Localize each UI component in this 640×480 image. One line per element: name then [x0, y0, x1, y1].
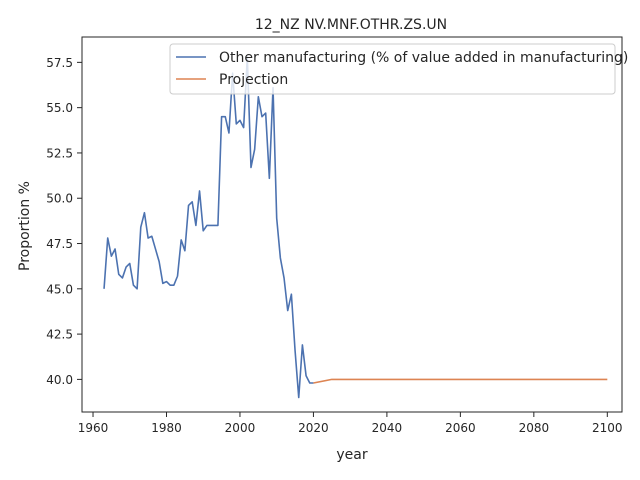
- x-tick-label: 2020: [298, 421, 329, 435]
- y-tick-label: 40.0: [46, 373, 73, 387]
- y-tick-label: 42.5: [46, 328, 73, 342]
- y-tick-label: 47.5: [46, 237, 73, 251]
- x-tick-label: 2000: [225, 421, 256, 435]
- legend-box: [169, 43, 616, 95]
- legend: Other manufacturing (% of value added in…: [169, 43, 628, 95]
- x-tick-label: 1960: [78, 421, 109, 435]
- series-line-projection: [313, 378, 608, 384]
- legend-label-other-manufacturing: Other manufacturing (% of value added in…: [219, 50, 628, 66]
- x-tick-label: 2040: [372, 421, 403, 435]
- x-tick-label: 2100: [592, 421, 623, 435]
- x-tick-label: 2080: [519, 421, 550, 435]
- chart-title: 12_NZ NV.MNF.OTHR.ZS.UN: [255, 17, 447, 33]
- y-tick-label: 45.0: [46, 282, 73, 296]
- y-tick-label: 57.5: [46, 56, 73, 70]
- y-tick-label: 52.5: [46, 146, 73, 160]
- y-axis-label: Proportion %: [17, 181, 33, 271]
- legend-label-projection: Projection: [219, 72, 288, 88]
- x-axis-ticks: 1960 1980 2000 2020 2040 2060 2080 2100: [78, 412, 623, 435]
- y-tick-label: 50.0: [46, 192, 73, 206]
- y-tick-label: 55.0: [46, 101, 73, 115]
- x-tick-label: 1980: [151, 421, 182, 435]
- plot-lines: [103, 56, 608, 399]
- x-tick-label: 2060: [445, 421, 476, 435]
- plot-frame: [81, 36, 623, 413]
- series-line-other-manufacturing: [103, 56, 314, 399]
- y-axis-ticks: 40.0 42.5 45.0 47.5 50.0 52.5 55.0 57.5: [46, 56, 82, 387]
- x-axis-label: year: [336, 447, 367, 463]
